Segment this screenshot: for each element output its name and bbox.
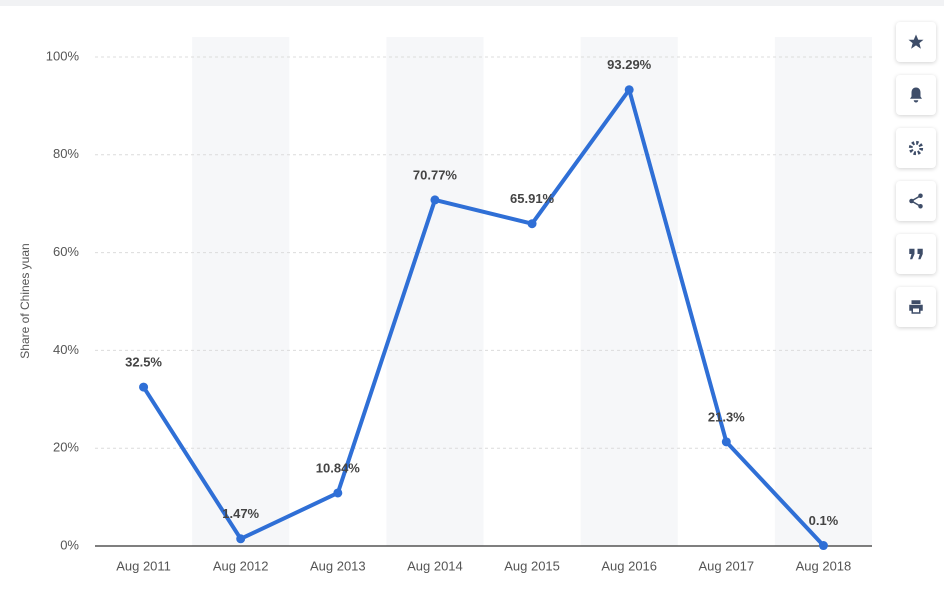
data-point [721,437,731,447]
x-tick-label: Aug 2014 [407,558,463,573]
quote-icon [909,248,923,260]
data-point [624,85,634,95]
data-line [141,87,825,547]
data-point [333,488,343,498]
value-label: 21.3% [708,409,745,424]
cite-button[interactable] [896,234,936,274]
print-button[interactable] [896,287,936,327]
value-label: 10.84% [316,460,361,475]
favorite-button[interactable] [896,22,936,62]
alert-button[interactable] [896,75,936,115]
x-tick-label: Aug 2015 [504,558,560,573]
data-point [430,195,440,205]
data-point [236,534,246,544]
value-label: 1.47% [222,506,259,521]
y-tick-label: 20% [53,440,79,455]
x-tick-label: Aug 2011 [116,558,171,573]
x-tick-label: Aug 2017 [698,558,754,573]
top-strip [0,0,944,6]
data-point [527,219,537,229]
y-tick-label: 60% [53,244,79,259]
star-icon [908,34,924,49]
x-tick-label: Aug 2013 [310,558,366,573]
y-tick-label: 0% [60,537,79,552]
value-label: 32.5% [125,355,162,370]
gear-icon [908,140,924,156]
value-label: 93.29% [607,57,652,72]
band-shade [386,37,484,546]
bell-icon [910,87,922,103]
share-icon [909,193,923,209]
data-point [139,382,149,392]
y-tick-label: 100% [46,48,80,63]
settings-button[interactable] [896,128,936,168]
value-label: 0.1% [809,513,839,528]
y-axis-label: Share of Chines yuan [18,243,32,358]
band-shade [580,37,678,546]
band-shade [774,37,872,546]
data-point [818,541,828,551]
y-tick-label: 80% [53,146,79,161]
x-tick-label: Aug 2018 [796,558,852,573]
value-label: 70.77% [413,167,458,182]
share-button[interactable] [896,181,936,221]
print-icon [909,300,923,314]
band-shade [192,37,290,546]
y-tick-label: 40% [53,342,79,357]
x-tick-label: Aug 2016 [601,558,657,573]
chart: Share of Chines yuan 0% 20% 40% 60% 80% 100% A… [18,37,872,574]
value-label: 65.91% [510,191,555,206]
x-tick-label: Aug 2012 [213,558,269,573]
